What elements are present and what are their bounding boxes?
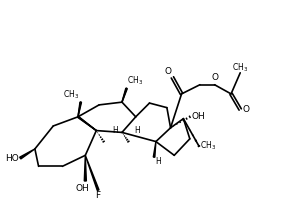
Text: OH: OH: [76, 184, 90, 193]
Text: O: O: [164, 67, 171, 76]
Text: H: H: [135, 126, 140, 135]
Text: H: H: [155, 157, 161, 166]
Text: CH$_3$: CH$_3$: [200, 140, 216, 152]
Polygon shape: [20, 149, 35, 159]
Text: CH$_3$: CH$_3$: [63, 88, 80, 101]
Text: CH$_3$: CH$_3$: [232, 62, 248, 74]
Polygon shape: [85, 155, 99, 191]
Text: H: H: [113, 126, 119, 135]
Polygon shape: [122, 88, 127, 102]
Text: OH: OH: [191, 112, 205, 121]
Text: CH$_3$: CH$_3$: [127, 75, 143, 87]
Text: F: F: [96, 191, 101, 201]
Polygon shape: [84, 155, 86, 181]
Polygon shape: [153, 141, 156, 157]
Text: O: O: [211, 73, 218, 82]
Polygon shape: [78, 116, 96, 131]
Text: O: O: [243, 105, 250, 114]
Polygon shape: [78, 102, 82, 117]
Text: HO: HO: [5, 154, 19, 163]
